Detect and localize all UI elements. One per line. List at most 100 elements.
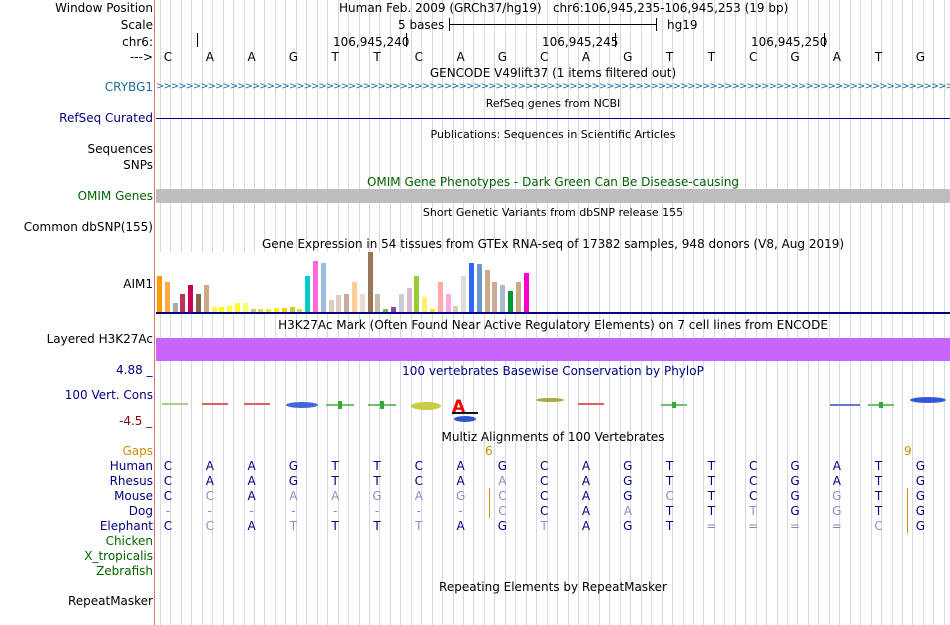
phylop-mark	[536, 398, 564, 402]
gtex-tissue-bar[interactable]	[204, 285, 209, 312]
gtex-tissue-bar[interactable]	[321, 263, 326, 312]
species-label[interactable]: Dog	[128, 504, 153, 518]
gtex-tissue-bar[interactable]	[516, 282, 521, 312]
refseq-track-title[interactable]: RefSeq genes from NCBI	[485, 97, 621, 110]
gtex-tissue-bar[interactable]	[173, 303, 178, 312]
phylop-label[interactable]: 100 Vert. Cons	[64, 388, 153, 402]
h3k27ac-label[interactable]: Layered H3K27Ac	[46, 332, 153, 346]
insertion-marker	[489, 488, 490, 518]
gtex-tissue-bar[interactable]	[461, 276, 466, 312]
gtex-track-title[interactable]: Gene Expression in 54 tissues from GTEx …	[261, 237, 845, 251]
species-label[interactable]: Zebrafish	[96, 564, 153, 578]
dbsnp-track-title[interactable]: Short Genetic Variants from dbSNP releas…	[422, 206, 684, 219]
gtex-tissue-bar[interactable]	[251, 309, 256, 312]
alignment-base: G	[790, 474, 800, 488]
phylop-track-title[interactable]: 100 vertebrates Basewise Conservation by…	[402, 364, 704, 378]
alignment-base: G	[832, 489, 842, 503]
gtex-tissue-bar[interactable]	[188, 285, 193, 312]
reference-base: T	[707, 50, 716, 64]
species-label[interactable]: Human	[109, 459, 153, 473]
alignment-base: T	[415, 519, 423, 533]
gtex-tissue-bar[interactable]	[305, 276, 310, 312]
gtex-tissue-bar[interactable]	[266, 309, 271, 312]
alignment-base: A	[456, 474, 465, 488]
gtex-tissue-bar[interactable]	[235, 303, 240, 312]
scale-bar	[449, 24, 657, 25]
gtex-tissue-bar[interactable]	[258, 309, 263, 312]
gtex-tissue-bar[interactable]	[422, 297, 427, 312]
gtex-tissue-bar[interactable]	[453, 306, 458, 312]
gtex-tissue-bar[interactable]	[524, 273, 529, 312]
gtex-tissue-bar[interactable]	[492, 282, 497, 312]
gencode-track-title[interactable]: GENCODE V49lift37 (1 items filtered out)	[429, 66, 677, 80]
repeatmasker-track-title[interactable]: Repeating Elements by RepeatMasker	[439, 580, 667, 594]
gtex-tissue-bar[interactable]	[438, 282, 443, 312]
gtex-tissue-bar[interactable]	[383, 309, 388, 312]
gtex-tissue-bar[interactable]	[399, 294, 404, 312]
gtex-tissue-bar[interactable]	[329, 300, 334, 312]
alignment-base: T	[665, 459, 674, 473]
gtex-tissue-bar[interactable]	[274, 308, 279, 312]
alignment-base: T	[874, 459, 883, 473]
gtex-tissue-bar[interactable]	[219, 307, 224, 312]
publications-track-title[interactable]: Publications: Sequences in Scientific Ar…	[430, 128, 676, 141]
omim-label[interactable]: OMIM Genes	[77, 189, 153, 203]
reference-base: G	[915, 50, 926, 64]
species-label[interactable]: Elephant	[99, 519, 153, 533]
gtex-tissue-bar[interactable]	[407, 288, 412, 312]
alignment-base: C	[414, 474, 423, 488]
alignment-base: C	[205, 489, 214, 503]
gtex-tissue-bar[interactable]	[430, 309, 435, 312]
species-label[interactable]: Chicken	[105, 534, 153, 548]
gtex-tissue-bar[interactable]	[290, 307, 295, 312]
crybg1-gene-track[interactable]: >>>>>>>>>>>>>>>>>>>>>>>>>>>>>>>>>>>>>>>>…	[156, 81, 950, 92]
h3k27ac-signal[interactable]	[156, 338, 950, 361]
gtex-tissue-bar[interactable]	[157, 276, 162, 312]
sequences-label[interactable]: Sequences	[87, 142, 153, 156]
gtex-tissue-bar[interactable]	[469, 263, 474, 312]
gtex-tissue-bar[interactable]	[391, 307, 396, 312]
gtex-tissue-bar[interactable]	[446, 294, 451, 312]
gtex-tissue-bar[interactable]	[508, 291, 513, 312]
gtex-tissue-bar[interactable]	[375, 294, 380, 312]
multiz-track-title[interactable]: Multiz Alignments of 100 Vertebrates	[441, 430, 665, 444]
gtex-tissue-bar[interactable]	[313, 261, 318, 312]
gtex-tissue-bar[interactable]	[352, 282, 357, 312]
gtex-tissue-bar[interactable]	[344, 294, 349, 312]
gtex-tissue-bar[interactable]	[414, 276, 419, 312]
omim-track-title[interactable]: OMIM Gene Phenotypes - Dark Green Can Be…	[366, 175, 740, 189]
phylop-logo[interactable]: A	[156, 392, 950, 426]
gtex-tissue-bar[interactable]	[368, 252, 373, 312]
scale-bar-right	[656, 18, 657, 31]
gtex-tissue-bar[interactable]	[360, 294, 365, 312]
gtex-tissue-bar[interactable]	[282, 308, 287, 312]
refseq-gene-line[interactable]	[156, 118, 950, 119]
gtex-tissue-bar[interactable]	[477, 264, 482, 312]
gtex-tissue-bar[interactable]	[165, 282, 170, 312]
gtex-tissue-bar[interactable]	[212, 307, 217, 312]
crybg1-gene-label[interactable]: CRYBG1	[104, 80, 153, 94]
gtex-tissue-bar[interactable]	[180, 294, 185, 312]
gtex-tissue-bar[interactable]	[336, 295, 341, 312]
gtex-tissue-bar[interactable]	[227, 306, 232, 312]
species-label[interactable]: Rhesus	[109, 474, 153, 488]
dbsnp-label[interactable]: Common dbSNP(155)	[23, 220, 153, 234]
species-label[interactable]: X_tropicalis	[84, 549, 153, 563]
alignment-base: A	[581, 459, 591, 473]
gtex-tissue-bar[interactable]	[243, 303, 248, 312]
repeatmasker-label[interactable]: RepeatMasker	[67, 594, 153, 608]
alignment-base: C	[539, 459, 549, 473]
phylop-mark	[672, 402, 676, 408]
aim1-gene-label[interactable]: AIM1	[123, 277, 153, 291]
gtex-tissue-bar[interactable]	[297, 309, 302, 312]
alignment-base: G	[915, 489, 926, 503]
refseq-label[interactable]: RefSeq Curated	[59, 111, 153, 125]
gtex-tissue-bar[interactable]	[485, 270, 490, 312]
omim-feature-bar[interactable]	[156, 189, 950, 203]
gtex-tissue-bar[interactable]	[196, 294, 201, 312]
gtex-tissue-bar[interactable]	[500, 285, 505, 312]
h3k27ac-track-title[interactable]: H3K27Ac Mark (Often Found Near Active Re…	[278, 318, 828, 332]
reference-base: T	[874, 50, 883, 64]
scale-label: Scale	[120, 18, 153, 32]
species-label[interactable]: Mouse	[114, 489, 153, 503]
